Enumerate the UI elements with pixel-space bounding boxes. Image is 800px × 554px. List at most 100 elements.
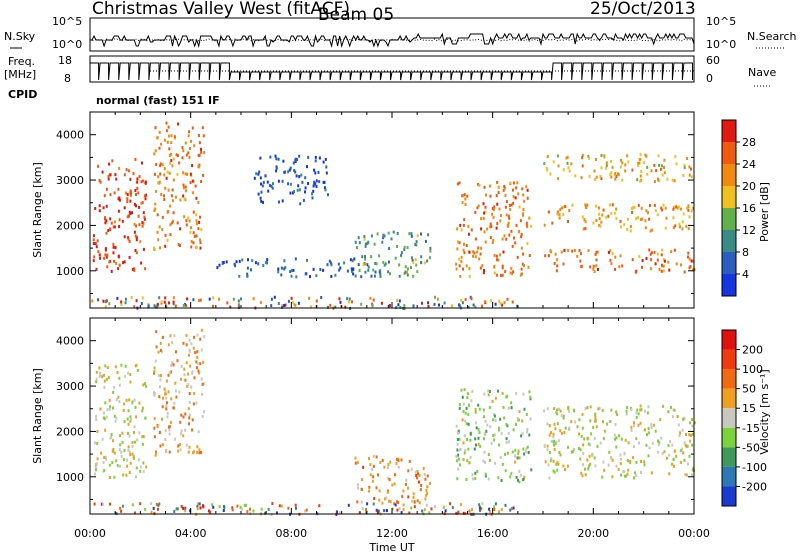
- heatmap-cell: [584, 227, 587, 230]
- heatmap-cell: [691, 418, 693, 421]
- heatmap-cell: [105, 231, 108, 235]
- heatmap-cell: [488, 507, 491, 511]
- heatmap-cell: [129, 177, 132, 181]
- heatmap-cell: [570, 420, 573, 424]
- heatmap-cell: [396, 245, 398, 248]
- colorbar-tick-label: 24: [742, 158, 756, 171]
- heatmap-cell: [666, 456, 668, 460]
- heatmap-cell: [595, 425, 598, 429]
- heatmap-cell: [134, 440, 137, 444]
- heatmap-cell: [483, 300, 486, 304]
- heatmap-cell: [195, 196, 198, 200]
- heatmap-cell: [641, 217, 644, 221]
- heatmap-cell: [593, 169, 596, 173]
- heatmap-cell: [661, 452, 664, 455]
- heatmap-cell: [140, 180, 143, 184]
- heatmap-cell: [259, 196, 262, 200]
- heatmap-cell: [504, 205, 507, 209]
- heatmap-cell: [549, 249, 552, 253]
- heatmap-cell: [169, 420, 172, 424]
- heatmap-cell: [557, 462, 560, 466]
- heatmap-cell: [651, 441, 654, 445]
- heatmap-cell: [129, 191, 132, 194]
- heatmap-cell: [225, 260, 228, 264]
- heatmap-cell: [496, 202, 499, 206]
- heatmap-cell: [478, 503, 481, 507]
- heatmap-cell: [474, 237, 477, 241]
- colorbar-segment: [722, 408, 736, 428]
- heatmap-cell: [570, 162, 573, 166]
- heatmap-cell: [361, 478, 364, 481]
- heatmap-cell: [459, 447, 462, 451]
- heatmap-cell: [356, 483, 359, 487]
- heatmap-cell: [326, 263, 329, 267]
- heatmap-cell: [584, 220, 587, 224]
- heatmap-cell: [507, 221, 510, 225]
- heatmap-cell: [460, 388, 463, 392]
- heatmap-cell: [304, 186, 307, 190]
- heatmap-cell: [120, 509, 123, 513]
- heatmap-cell: [351, 300, 353, 304]
- heatmap-cell: [169, 161, 172, 165]
- heatmap-cell: [513, 236, 515, 240]
- heatmap-cell: [620, 473, 622, 477]
- heatmap-cell: [112, 406, 114, 410]
- heatmap-cell: [611, 203, 614, 207]
- heatmap-cell: [493, 438, 496, 442]
- heatmap-cell: [184, 172, 187, 176]
- heatmap-cell: [259, 176, 262, 180]
- heatmap-cell: [400, 251, 403, 255]
- heatmap-cell: [520, 233, 523, 236]
- heatmap-cell: [155, 451, 158, 455]
- heatmap-cell: [339, 300, 342, 304]
- nave-tick-bottom: 0: [706, 72, 713, 85]
- heatmap-cell: [187, 407, 190, 411]
- heatmap-cell: [626, 154, 629, 158]
- heatmap-cell: [367, 265, 370, 269]
- heatmap-cell: [269, 155, 272, 159]
- heatmap-cell: [168, 171, 171, 175]
- heatmap-cell: [238, 274, 241, 278]
- heatmap-cell: [98, 253, 101, 257]
- heatmap-cell: [528, 216, 531, 220]
- heatmap-cell: [161, 228, 164, 232]
- x-tick-label: 12:00: [376, 527, 408, 540]
- heatmap-cell: [168, 450, 171, 454]
- heatmap-cell: [301, 180, 304, 184]
- heatmap-cell: [97, 250, 100, 254]
- heatmap-cell: [559, 429, 562, 433]
- heatmap-cell: [464, 197, 467, 201]
- heatmap-cell: [189, 364, 192, 368]
- heatmap-cell: [200, 348, 203, 352]
- heatmap-cell: [155, 503, 158, 506]
- heatmap-cell: [568, 209, 571, 213]
- x-tick-label: 00:00: [74, 527, 106, 540]
- heatmap-cell: [121, 219, 124, 223]
- heatmap-cell: [626, 217, 629, 221]
- heatmap-cell: [598, 217, 601, 221]
- heatmap-cell: [375, 455, 378, 459]
- heatmap-cell: [381, 459, 384, 462]
- heatmap-cell: [689, 421, 692, 425]
- heatmap-cell: [619, 225, 622, 229]
- heatmap-cell: [294, 303, 297, 307]
- heatmap-cell: [677, 423, 680, 427]
- heatmap-cell: [386, 466, 389, 470]
- heatmap-cell: [304, 176, 307, 180]
- heatmap-cell: [653, 163, 656, 167]
- heatmap-cell: [170, 152, 172, 156]
- heatmap-cell: [193, 392, 196, 395]
- heatmap-cell: [473, 447, 476, 451]
- heatmap-cell: [482, 271, 485, 275]
- heatmap-cell: [109, 405, 112, 409]
- heatmap-cell: [546, 448, 549, 452]
- heatmap-cell: [583, 437, 586, 441]
- heatmap-cell: [266, 258, 269, 262]
- heatmap-cell: [456, 438, 459, 441]
- heatmap-cell: [396, 299, 398, 302]
- heatmap-cell: [662, 264, 665, 268]
- heatmap-cell: [159, 246, 161, 250]
- heatmap-cell: [576, 425, 579, 429]
- heatmap-cell: [529, 417, 532, 421]
- heatmap-cell: [163, 194, 165, 198]
